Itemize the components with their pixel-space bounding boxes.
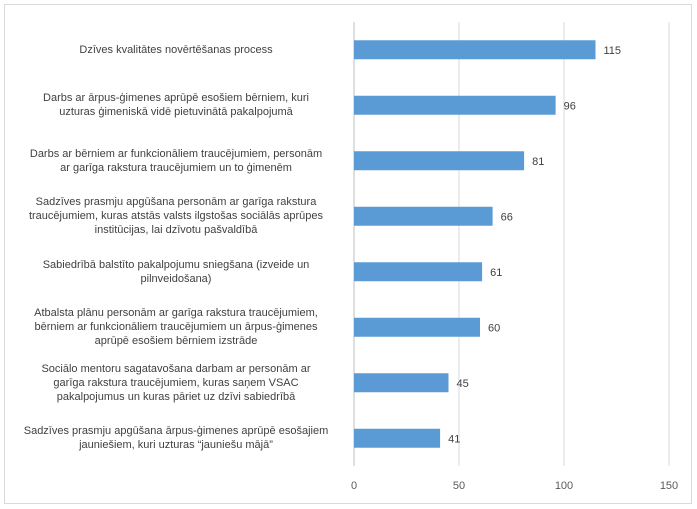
bar xyxy=(354,151,525,171)
category-label-line: pakalpojumus un kuras pāriet uz dzīvi sa… xyxy=(56,390,296,403)
x-tick-label: 50 xyxy=(453,480,465,492)
category-label: Darbs ar ārpus-ģimenes aprūpē esošiem bē… xyxy=(6,91,346,119)
category-label-line: bērniem ar funkcionāliem traucējumiem un… xyxy=(34,321,318,334)
bar xyxy=(354,317,480,337)
category-label-line: Sadzīves prasmju apgūšana ārpus-ģimenes … xyxy=(23,425,329,438)
x-tick-label: 0 xyxy=(351,480,357,492)
bar xyxy=(354,40,596,60)
category-label: Sadzīves prasmju apgūšana personām ar ga… xyxy=(6,195,346,237)
category-label-line: aprūpē esošiem bērniem izstrāde xyxy=(94,335,258,348)
category-label-line: Atbalsta plānu personām ar garīga rakstu… xyxy=(34,307,318,320)
bar xyxy=(354,428,441,448)
bar xyxy=(354,206,493,226)
category-label-line: Sabiedrībā balstīto pakalpojumu sniegšan… xyxy=(42,258,310,271)
chart-frame xyxy=(4,4,692,504)
category-label: Darbs ar bērniem ar funkcionāliem traucē… xyxy=(6,147,346,175)
category-label: Atbalsta plānu personām ar garīga rakstu… xyxy=(6,306,346,348)
bar xyxy=(354,95,556,115)
data-label: 66 xyxy=(501,211,513,223)
category-label-line: Darbs ar bērniem ar funkcionāliem traucē… xyxy=(29,147,323,160)
category-label-line: pilnveidošana) xyxy=(140,272,212,285)
category-label-line: Darbs ar ārpus-ģimenes aprūpē esošiem bē… xyxy=(43,92,309,105)
category-label-line: Dzīves kvalitātes novērtēšanas process xyxy=(79,43,273,56)
category-label-line: garīga rakstura traucējumiem, kuras saņe… xyxy=(53,376,299,389)
data-label: 61 xyxy=(490,267,502,279)
category-label-line: uzturas ģimeniskā vidē pietuvinātā pakal… xyxy=(59,106,293,119)
category-label-line: Sadzīves prasmju apgūšana personām ar ga… xyxy=(35,196,317,209)
data-label: 45 xyxy=(457,378,469,390)
category-label: Sabiedrībā balstīto pakalpojumu sniegšan… xyxy=(6,258,346,286)
category-label: Sociālo mentoru sagatavošana darbam ar p… xyxy=(6,362,346,404)
data-label: 41 xyxy=(448,433,460,445)
data-label: 115 xyxy=(604,45,622,57)
bar xyxy=(354,262,483,282)
data-label: 96 xyxy=(564,100,576,112)
x-tick-label: 150 xyxy=(660,480,678,492)
bar xyxy=(354,373,449,393)
category-label-line: ar garīga rakstura traucējumiem un to ģi… xyxy=(60,161,292,174)
category-label: Sadzīves prasmju apgūšana ārpus-ģimenes … xyxy=(6,424,346,452)
data-label: 60 xyxy=(488,322,500,334)
category-label-line: institūcijas, lai dzīvotu pašvaldībā xyxy=(94,224,258,237)
category-label-line: jauniešiem, kuri uzturas “jauniešu mājā” xyxy=(79,439,273,452)
category-label-line: traucējumiem, kuras atstās valsts ilgsto… xyxy=(28,210,324,223)
data-label: 81 xyxy=(532,156,544,168)
category-label-line: Sociālo mentoru sagatavošana darbam ar p… xyxy=(41,362,311,375)
category-label: Dzīves kvalitātes novērtēšanas process xyxy=(6,43,346,57)
x-tick-label: 100 xyxy=(555,480,573,492)
